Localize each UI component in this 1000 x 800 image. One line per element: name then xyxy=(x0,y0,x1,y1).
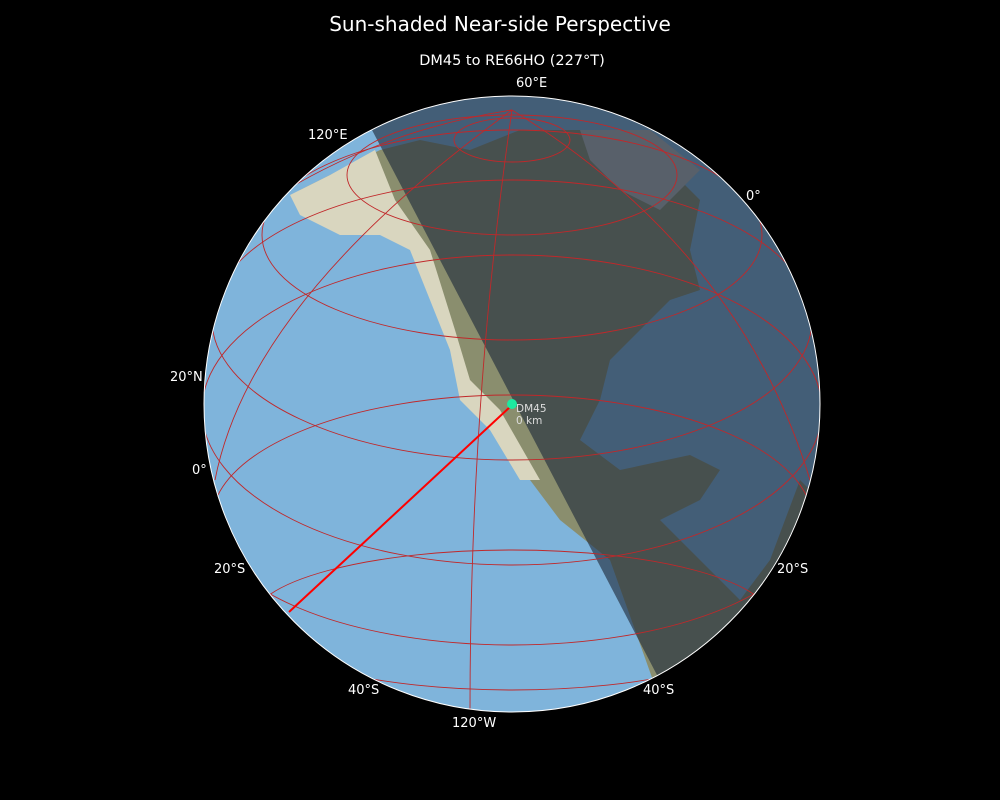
graticule-label: 20°S xyxy=(777,562,808,577)
globe-outline xyxy=(203,95,821,713)
great-circle-path xyxy=(288,405,512,613)
graticule-label: 20°S xyxy=(214,562,245,577)
graticule-label: 0° xyxy=(746,189,761,204)
graticule-label: 40°S xyxy=(643,683,674,698)
site-marker[interactable] xyxy=(507,399,517,409)
site-name: DM45 xyxy=(516,403,547,415)
graticule-label: 40°S xyxy=(348,683,379,698)
chart-subtitle: DM45 to RE66HO (227°T) xyxy=(419,53,605,69)
graticule-label: 60°E xyxy=(516,76,547,91)
site-distance: 0 km xyxy=(516,415,542,427)
chart-title: Sun-shaded Near-side Perspective xyxy=(329,12,671,36)
graticule-label: 0° xyxy=(192,463,207,478)
graticule-label: 120°E xyxy=(308,128,348,143)
land-alaska-day xyxy=(290,150,540,480)
graticule-label: 20°N xyxy=(170,370,203,385)
graticule-label: 120°W xyxy=(452,716,496,731)
